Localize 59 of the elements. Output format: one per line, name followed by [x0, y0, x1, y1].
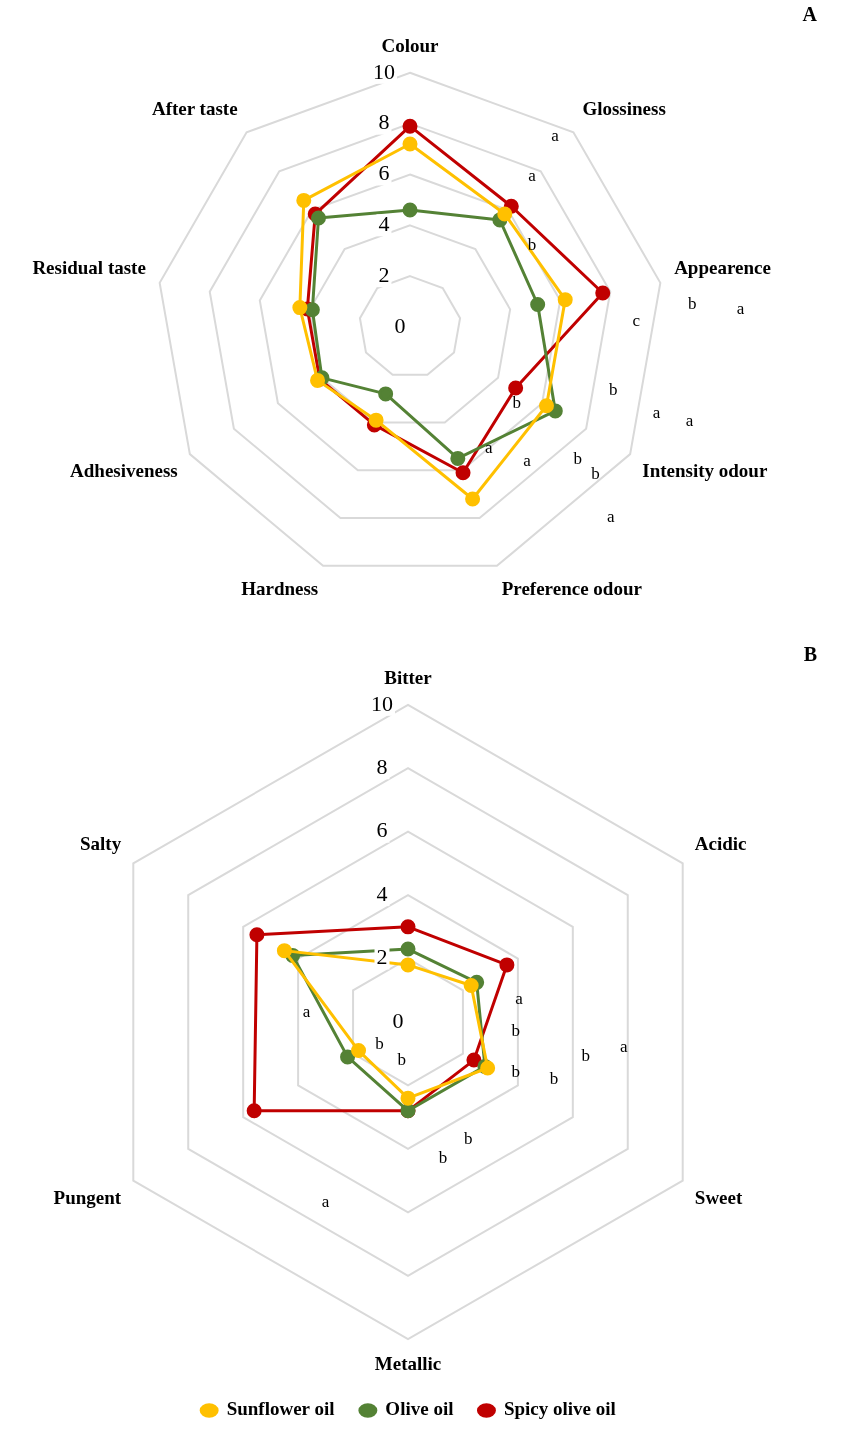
spoke-label: Residual taste: [32, 256, 146, 278]
text: b: [527, 235, 537, 255]
spoke-label: Salty: [79, 832, 122, 854]
spoke-label: Metallic: [374, 1352, 442, 1374]
legend-label: Sunflower oil: [226, 1398, 335, 1420]
text: a: [607, 507, 616, 527]
spoke-label: Hardness: [241, 578, 319, 600]
text: b: [397, 1049, 406, 1069]
y-tick-label: 0: [394, 312, 406, 338]
spoke-label: After taste: [151, 98, 238, 120]
text: a: [685, 410, 694, 430]
text: a: [619, 1036, 628, 1056]
text: a: [652, 402, 661, 422]
y-tick-label: 10: [373, 58, 395, 84]
y-tick-label: 8: [378, 109, 390, 135]
text: a: [551, 125, 560, 145]
text: a: [736, 298, 745, 318]
text: b: [609, 380, 618, 400]
legend-label: Olive oil: [385, 1398, 454, 1420]
y-tick-label: 0: [392, 1007, 404, 1033]
text: b: [464, 1128, 473, 1148]
spoke-label: Adhesiveness: [70, 460, 178, 482]
y-tick-label: 8: [376, 754, 388, 780]
text: b: [573, 448, 583, 468]
text: b: [375, 1033, 384, 1053]
spoke-label: Intensity odour: [642, 460, 768, 482]
text: b: [549, 1068, 559, 1088]
chart-title: A: [802, 3, 818, 26]
spoke-label: Glossiness: [582, 98, 666, 120]
text: b: [438, 1147, 448, 1167]
spoke-label: Sweet: [694, 1186, 743, 1208]
y-tick-label: 2: [378, 261, 390, 287]
y-tick-label: 10: [371, 690, 393, 716]
y-tick-label: 6: [376, 817, 388, 843]
text: a: [523, 451, 532, 471]
text: B: [803, 643, 817, 666]
y-tick-label: 6: [378, 160, 390, 186]
spoke-label: Appearence: [674, 256, 771, 278]
spoke-label: Bitter: [384, 667, 433, 689]
text: a: [485, 438, 494, 458]
y-tick-label: 2: [376, 944, 388, 970]
text: a: [515, 989, 524, 1009]
spoke-label: Acidic: [694, 832, 747, 854]
text: b: [511, 1062, 521, 1082]
text: b: [511, 1020, 521, 1040]
legend-label: Spicy olive oil: [503, 1398, 616, 1420]
text: a: [528, 166, 537, 186]
text: b: [512, 392, 522, 412]
spoke-label: Pungent: [53, 1186, 122, 1208]
text: b: [581, 1046, 590, 1066]
spoke-label: Colour: [381, 35, 440, 57]
y-tick-label: 4: [376, 880, 388, 906]
text: b: [591, 463, 600, 483]
text: a: [302, 1001, 311, 1021]
text: c: [632, 311, 641, 331]
spoke-label: Preference odour: [501, 578, 643, 600]
text: a: [321, 1192, 330, 1212]
y-tick-label: 4: [378, 211, 390, 237]
text: b: [687, 293, 697, 313]
